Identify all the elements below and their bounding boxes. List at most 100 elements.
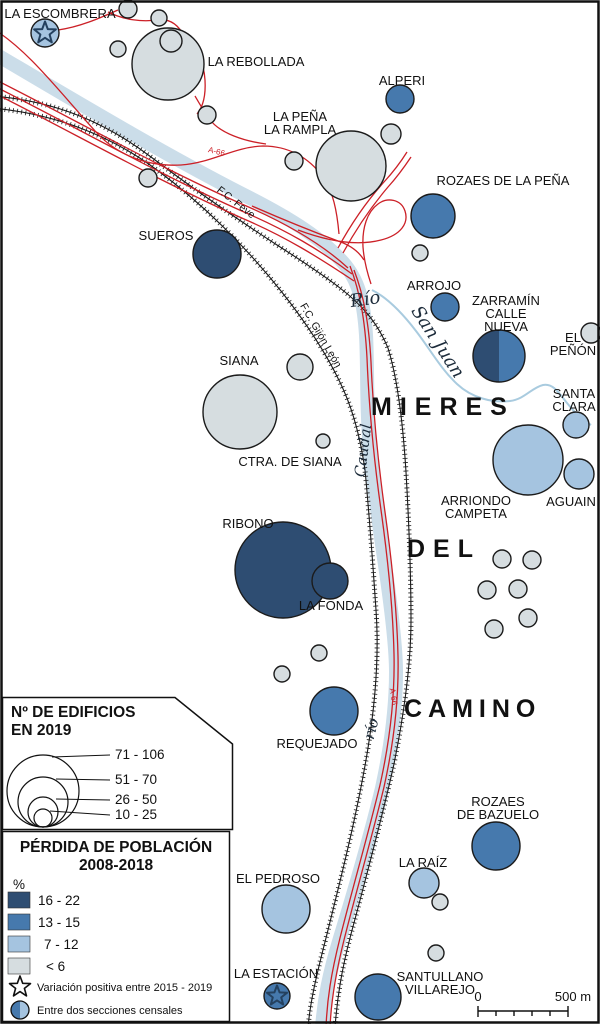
settlement-circle-santa-clara bbox=[562, 411, 590, 439]
map-label-rio: Río bbox=[348, 287, 382, 312]
settlement-circle-small-13 bbox=[518, 608, 538, 628]
settlement-circle-small-12 bbox=[508, 579, 528, 599]
stream-san-juan bbox=[371, 289, 592, 426]
settlement-circle-la-fonda bbox=[311, 562, 349, 600]
legend-swatch-7-12 bbox=[7, 935, 31, 953]
settlement-circle-la-rebollada bbox=[131, 27, 205, 101]
legend-population: PÉRDIDA DE POBLACIÓN 2008-2018 % 16 - 22… bbox=[1, 830, 231, 1023]
scale-bar-start-label: 0 bbox=[474, 989, 481, 1004]
settlement-circle-arrojo bbox=[430, 292, 460, 322]
legend-buildings: Nº DE EDIFICIOS EN 2019 71 - 106 51 - 70… bbox=[1, 696, 234, 831]
settlement-circle-la-pena-la-rampla bbox=[315, 130, 387, 202]
settlement-circle-small-6 bbox=[284, 151, 304, 171]
settlement-circle-small-8 bbox=[411, 244, 429, 262]
map-label-rozaes-de-bazuelo: ROZAES DE BAZUELO bbox=[457, 794, 539, 822]
settlement-circle-sueros bbox=[192, 229, 242, 279]
map-label-santa-clara: SANTA CLARA bbox=[552, 386, 596, 414]
map-label-arrojo: ARROJO bbox=[407, 278, 461, 293]
map-label-rozaes-de-la-pena: ROZAES DE LA PEÑA bbox=[437, 173, 570, 188]
settlement-circle-la-escombrera bbox=[30, 18, 60, 48]
settlement-circle-requejado bbox=[309, 686, 359, 736]
positive-variation-star-icon bbox=[266, 984, 288, 1006]
settlement-circle-small-5 bbox=[138, 168, 158, 188]
legend-swatch-16-22 bbox=[7, 891, 31, 909]
map-label-del: DEL bbox=[407, 535, 481, 563]
settlement-circle-small-15 bbox=[310, 644, 328, 662]
legend-class-label-1: 16 - 22 bbox=[38, 893, 80, 908]
map-label-la-rebollada: LA REBOLLADA bbox=[208, 54, 305, 69]
settlement-circle-santullano-villarejo bbox=[354, 973, 402, 1021]
settlement-circle-small-1 bbox=[118, 0, 138, 19]
positive-variation-star-icon bbox=[33, 20, 57, 44]
road-local-top-2 bbox=[57, 9, 119, 31]
settlement-circle-small-2 bbox=[150, 9, 168, 27]
legend-population-title-line2: 2008-2018 bbox=[79, 857, 154, 874]
settlement-circle-el-penon bbox=[580, 322, 600, 344]
legend-size-circle-4 bbox=[33, 808, 53, 828]
map-label-la-escombrera: LA ESCOMBRERA bbox=[4, 6, 116, 21]
settlement-circle-rozaes-de-la-pena bbox=[410, 193, 456, 239]
road-a66-nw-2 bbox=[0, 88, 353, 275]
road-a66-south-2 bbox=[329, 269, 399, 1024]
settlement-circle-rozaes-de-bazuelo bbox=[471, 821, 521, 871]
scale-bar-end-label: 500 m bbox=[555, 989, 591, 1004]
legend-swatch-lt6 bbox=[7, 957, 31, 975]
map-label-camino: CAMINO bbox=[404, 695, 541, 723]
road-a66-nw-1 bbox=[0, 81, 349, 269]
settlement-circle-small-3 bbox=[109, 40, 127, 58]
map-label-mieres: MIERES bbox=[371, 393, 515, 421]
scale-bar: 0 500 m bbox=[474, 989, 591, 1017]
settlement-circle-arriondo-campeta bbox=[492, 424, 564, 496]
road-branch-north-1 bbox=[337, 151, 408, 249]
settlement-circle-siana bbox=[202, 374, 278, 450]
road-a66-south-1 bbox=[325, 265, 395, 1024]
legend-buildings-title-line1: Nº DE EDIFICIOS bbox=[11, 704, 136, 721]
road-a66-nw-3 bbox=[0, 95, 355, 282]
settlement-circle-el-pedroso bbox=[261, 884, 311, 934]
map-label-la-fonda: LA FONDA bbox=[299, 598, 364, 613]
legend-swatch-13-15 bbox=[7, 913, 31, 931]
map-label-la-pena-la-rampla: LA PEÑA LA RAMPLA bbox=[264, 109, 337, 137]
legend-size-label-3: 26 - 50 bbox=[115, 792, 157, 807]
legend-star-icon bbox=[8, 975, 32, 997]
legend-size-label-2: 51 - 70 bbox=[115, 772, 157, 787]
map-label-arriondo-campeta: ARRIONDO CAMPETA bbox=[441, 493, 511, 521]
settlement-circle-small-9 bbox=[492, 549, 512, 569]
road-branch-north-2 bbox=[342, 156, 412, 254]
map-label-ctra-de-siana: CTRA. DE SIANA bbox=[238, 454, 342, 469]
settlement-circle-alperi bbox=[385, 84, 415, 114]
map-label-la-estacion: LA ESTACIÓN bbox=[234, 966, 318, 981]
settlement-circle-la-rebollada-annex bbox=[159, 29, 183, 53]
settlement-circles-layer bbox=[30, 0, 600, 1021]
settlement-circle-small-14 bbox=[484, 619, 504, 639]
legend-split-circle-icon bbox=[10, 1000, 30, 1020]
legend-buildings-title-line2: EN 2019 bbox=[11, 722, 72, 739]
map-label-rio-small: río bbox=[360, 716, 383, 741]
legend-size-label-1: 71 - 106 bbox=[115, 747, 165, 762]
map-label-zarramin-calle-nueva: ZARRAMÍN CALLE NUEVA bbox=[472, 293, 540, 334]
settlement-circle-la-raiz bbox=[408, 867, 440, 899]
road-junction-west bbox=[251, 205, 365, 261]
legend-population-unit: % bbox=[13, 877, 25, 892]
legend-leader-lines bbox=[49, 754, 111, 816]
river-caudal bbox=[0, 48, 592, 1024]
legend-class-label-3: 7 - 12 bbox=[44, 937, 79, 952]
map-label-el-penon: EL PEÑÓN bbox=[550, 330, 596, 358]
legend-population-title-line1: PÉRDIDA DE POBLACIÓN bbox=[20, 838, 212, 856]
map-label-santullano-villarejo: SANTULLANO VILLAREJO bbox=[397, 969, 484, 997]
legend-split-note: Entre dos secciones censales bbox=[37, 1005, 183, 1017]
settlement-circle-ctra-de-siana bbox=[315, 433, 331, 449]
map-label-aguain: AGUAIN bbox=[546, 494, 596, 509]
legend-class-label-4: < 6 bbox=[46, 959, 65, 974]
settlement-circle-small-4 bbox=[197, 105, 217, 125]
settlement-circle-small-11 bbox=[477, 580, 497, 600]
road-junction-loop bbox=[297, 199, 407, 285]
settlement-circle-small-10 bbox=[522, 550, 542, 570]
legend-class-label-2: 13 - 15 bbox=[38, 915, 80, 930]
scale-bar-ruler bbox=[477, 1006, 569, 1017]
map-label-ribono: RIBONO bbox=[222, 516, 273, 531]
settlement-circle-small-7 bbox=[380, 123, 402, 145]
settlement-circle-small-18 bbox=[427, 944, 445, 962]
map-label-a66-south: A-66 bbox=[388, 688, 400, 707]
settlement-circle-siana-annex bbox=[286, 353, 314, 381]
